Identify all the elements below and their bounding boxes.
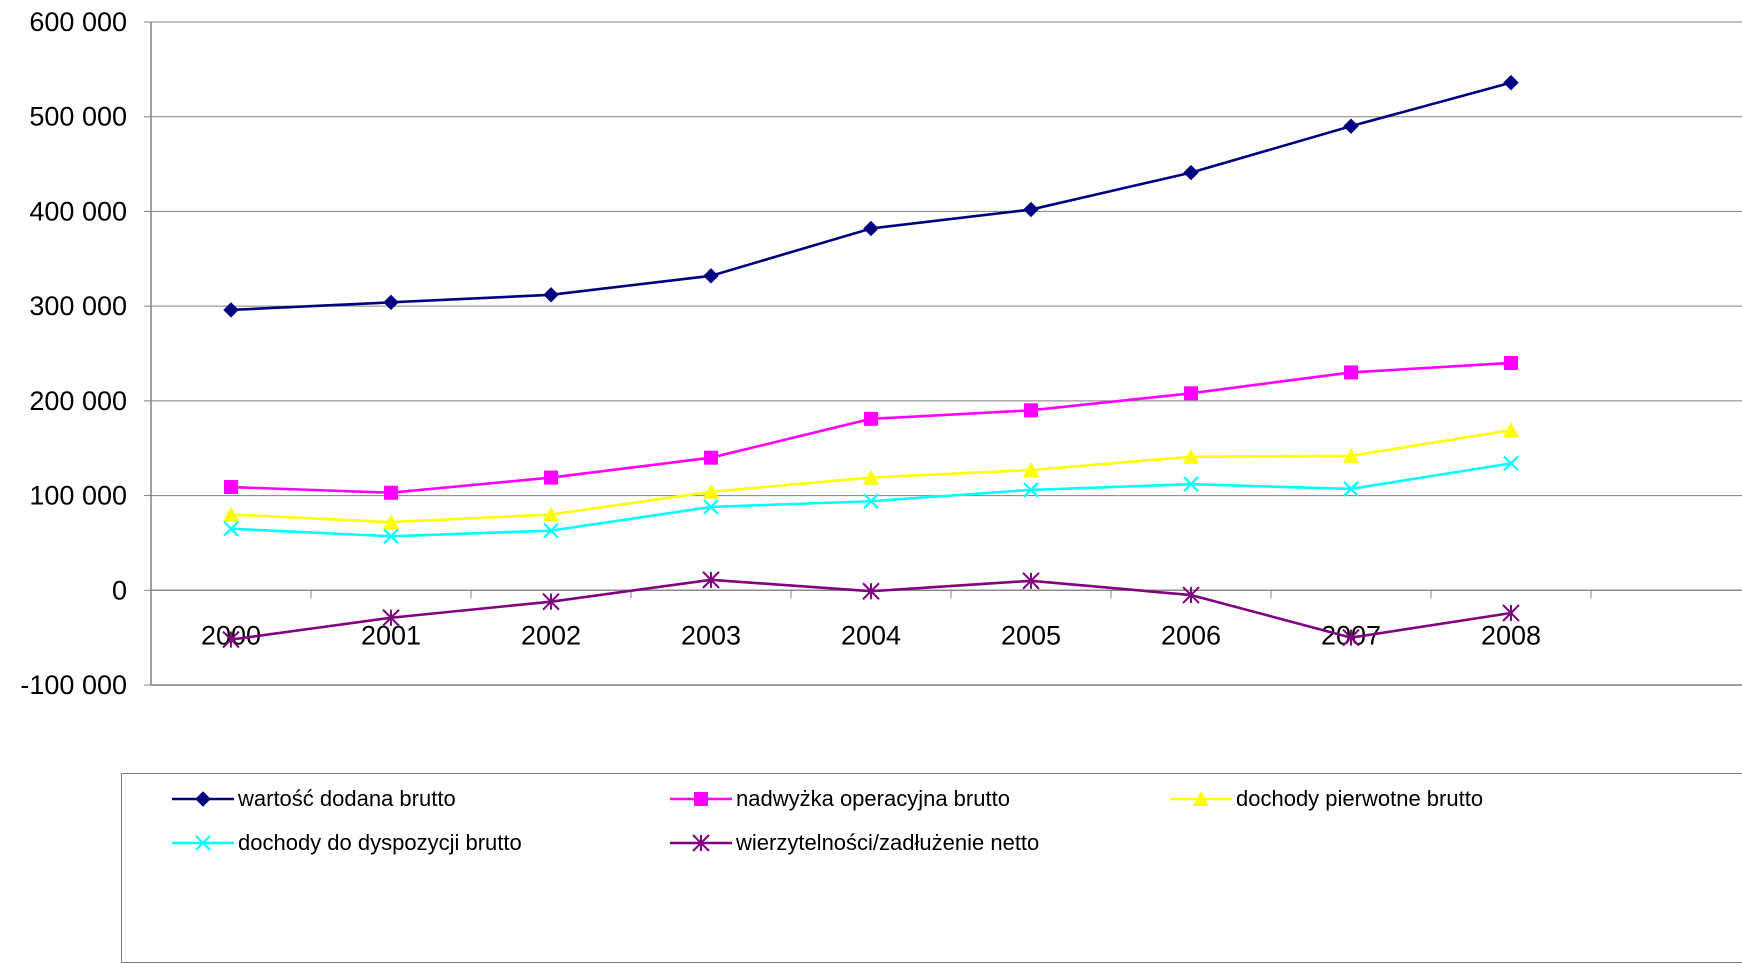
legend-swatch xyxy=(172,791,234,807)
legend-swatch-marker xyxy=(694,792,708,806)
data-point xyxy=(1503,455,1519,472)
legend-swatch-marker xyxy=(195,835,211,851)
data-point xyxy=(1503,422,1519,438)
data-point xyxy=(383,514,399,530)
series-group xyxy=(222,74,1520,649)
data-point xyxy=(1023,482,1039,498)
y-tick-label: 0 xyxy=(112,575,127,605)
data-point xyxy=(1502,604,1520,622)
data-point xyxy=(1183,476,1199,492)
data-point xyxy=(542,592,560,611)
legend-label: wierzytelności/zadłużenie netto xyxy=(736,830,1040,855)
data-point xyxy=(222,630,240,649)
data-point xyxy=(1023,461,1039,477)
data-point xyxy=(543,506,559,522)
data-point xyxy=(703,268,719,284)
data-point xyxy=(382,609,400,627)
data-point xyxy=(544,470,558,485)
data-point xyxy=(1343,447,1359,463)
legend-label: nadwyżka operacyjna brutto xyxy=(736,786,1010,811)
series-4 xyxy=(223,455,1519,545)
x-tick-label: 2002 xyxy=(521,620,581,650)
data-point xyxy=(1342,628,1360,647)
data-point xyxy=(1343,118,1359,134)
data-point xyxy=(383,528,399,545)
y-tick-label: -100 000 xyxy=(20,670,127,700)
data-point xyxy=(1344,365,1358,380)
legend-swatch-marker xyxy=(692,834,710,852)
data-point xyxy=(1184,386,1198,401)
x-tick-label: 2008 xyxy=(1481,620,1541,650)
legend-swatch-marker xyxy=(195,791,211,807)
y-tick-label: 200 000 xyxy=(29,386,127,416)
legend-item: nadwyżka operacyjna brutto xyxy=(670,786,1010,812)
data-point xyxy=(864,411,878,426)
data-point xyxy=(543,287,559,303)
data-point xyxy=(384,485,398,500)
data-point xyxy=(543,522,559,539)
data-point xyxy=(863,220,879,237)
data-point xyxy=(223,506,239,522)
data-point xyxy=(863,493,879,510)
x-tick-label: 2004 xyxy=(841,620,901,650)
data-point xyxy=(862,582,880,600)
data-point xyxy=(704,450,718,465)
legend-swatch-marker xyxy=(1193,791,1209,806)
data-point xyxy=(1503,74,1519,91)
data-point xyxy=(1183,164,1199,181)
legend-label: dochody do dyspozycji brutto xyxy=(238,830,522,855)
data-point xyxy=(1183,448,1199,464)
data-point xyxy=(863,469,879,485)
series-2 xyxy=(224,355,1518,500)
y-tick-label: 500 000 xyxy=(29,102,127,132)
data-point xyxy=(1023,201,1039,218)
data-point xyxy=(703,483,719,499)
legend-item: dochody do dyspozycji brutto xyxy=(172,830,522,856)
axes xyxy=(150,22,1742,686)
y-tick-label: 300 000 xyxy=(29,291,127,321)
legend-swatch xyxy=(670,834,732,852)
data-point xyxy=(224,480,238,495)
data-point xyxy=(702,571,720,589)
series-1 xyxy=(223,74,1519,318)
data-point xyxy=(1343,481,1359,497)
legend-item: dochody pierwotne brutto xyxy=(1170,786,1483,812)
data-point xyxy=(223,302,239,318)
gridlines xyxy=(151,21,1742,591)
data-point xyxy=(1024,403,1038,418)
legend-item: wartość dodana brutto xyxy=(172,786,456,812)
y-tick-label: 100 000 xyxy=(29,481,127,511)
data-point xyxy=(223,520,239,537)
legend-label: dochody pierwotne brutto xyxy=(1236,786,1484,811)
data-point xyxy=(1504,355,1518,370)
y-tick-label: 600 000 xyxy=(29,7,127,37)
legend: wartość dodana brutto nadwyżka operacyjna… xyxy=(121,773,1742,963)
y-tick-label: 400 000 xyxy=(29,196,127,226)
legend-item: wierzytelności/zadłużenie netto xyxy=(670,830,1039,856)
legend-swatch xyxy=(172,835,234,851)
y-axis-ticks: -100 000 0 100 000 200 000 300 000 400 000 500… xyxy=(20,7,151,700)
data-point xyxy=(1182,586,1200,604)
data-point xyxy=(1022,572,1040,590)
x-tick-label: 2003 xyxy=(681,620,741,650)
legend-swatch xyxy=(670,792,732,806)
data-point xyxy=(703,499,719,515)
series-3 xyxy=(223,422,1519,530)
x-tick-label: 2006 xyxy=(1161,620,1221,650)
series-5 xyxy=(222,571,1520,649)
data-point xyxy=(383,294,399,311)
x-tick-label: 2005 xyxy=(1001,620,1061,650)
legend-label: wartość dodana brutto xyxy=(238,786,456,811)
line-chart: -100 000 0 100 000 200 000 300 000 400 000 500… xyxy=(20,7,1742,700)
legend-swatch xyxy=(1170,791,1232,806)
